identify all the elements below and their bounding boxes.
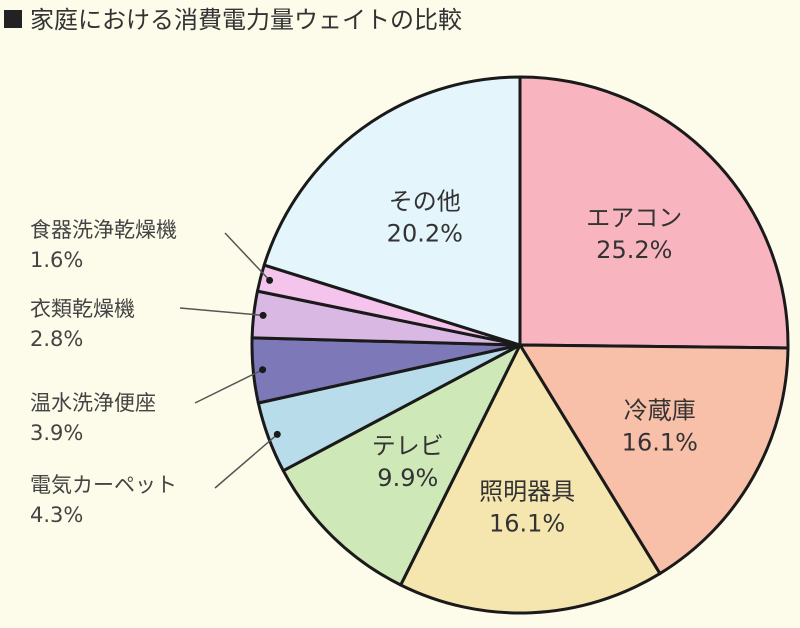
slice-5-value: 4.3% xyxy=(30,503,83,527)
slice-9 xyxy=(262,75,522,347)
pie-slices xyxy=(250,75,790,615)
slice-4 xyxy=(281,343,522,587)
slice-2-label: 冷蔵庫 xyxy=(624,396,696,424)
slice-6-leader-dot xyxy=(259,366,267,374)
slice-1-label: エアコン xyxy=(586,204,682,232)
slice-5-label: 電気カーペット xyxy=(30,473,177,497)
pie-labels: エアコン 25.2% 冷蔵庫 16.1% 照明器具 16.1% テレビ 9.9% 電気カーペット… xyxy=(30,187,698,537)
slice-3-label: 照明器具 xyxy=(479,478,575,506)
slice-5-leader-line xyxy=(214,433,278,489)
slice-9-label: その他 xyxy=(389,187,461,215)
slice-9-value: 20.2% xyxy=(387,219,463,247)
slice-1-value: 25.2% xyxy=(596,236,672,264)
title-marker xyxy=(4,10,22,28)
slice-8-leader-dot xyxy=(266,276,274,284)
slice-2 xyxy=(518,343,790,576)
slice-6-value: 3.9% xyxy=(30,421,83,445)
slice-6-leader-line xyxy=(194,369,263,404)
slice-6-label: 温水洗浄便座 xyxy=(30,391,156,415)
slice-4-value: 9.9% xyxy=(377,464,438,492)
slice-5-leader-dot xyxy=(273,430,281,438)
slice-8-leader-line xyxy=(224,232,271,281)
slice-7-leader-line xyxy=(179,307,264,317)
slice-8-value: 1.6% xyxy=(30,248,83,272)
slice-2-value: 16.1% xyxy=(622,428,698,456)
slice-1 xyxy=(518,75,790,350)
slice-7-label: 衣類乾燥機 xyxy=(30,297,135,321)
slice-3 xyxy=(399,343,662,615)
slice-4-label: テレビ xyxy=(372,432,444,460)
slice-8-label: 食器洗浄乾燥機 xyxy=(30,218,177,242)
chart-title: 家庭における消費電力量ウェイトの比較 xyxy=(30,6,462,34)
slice-3-value: 16.1% xyxy=(489,510,565,538)
slice-7-value: 2.8% xyxy=(30,327,83,351)
slice-7-leader-dot xyxy=(259,311,267,319)
